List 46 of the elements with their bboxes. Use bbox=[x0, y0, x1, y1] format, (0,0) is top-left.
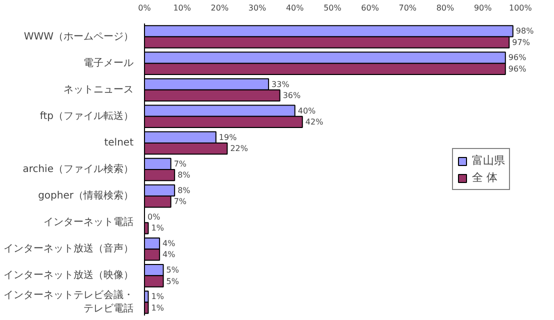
data-label: 42% bbox=[305, 117, 324, 126]
y-tick-label: インターネットテレビ会議・テレビ電話 bbox=[4, 289, 134, 314]
x-tick-label: 50% bbox=[324, 4, 342, 12]
data-label: 19% bbox=[218, 132, 238, 142]
legend-label: 全 体 bbox=[472, 170, 498, 185]
data-label: 33% bbox=[272, 80, 290, 89]
legend-label: 富山県 bbox=[472, 153, 505, 168]
x-tick-label: 80% bbox=[436, 4, 455, 12]
data-label: 96% bbox=[508, 53, 527, 62]
data-label: 22% bbox=[230, 144, 248, 154]
data-label: 96% bbox=[508, 64, 527, 74]
data-label: 4% bbox=[162, 250, 176, 260]
x-tick-label: 0% bbox=[138, 4, 152, 12]
data-label: 36% bbox=[282, 90, 302, 100]
y-tick-label: インターネット放送（音声） bbox=[4, 242, 134, 255]
y-tick-label: telnet bbox=[104, 137, 134, 148]
data-label: 5% bbox=[166, 266, 180, 275]
x-tick-label: 70% bbox=[398, 4, 417, 12]
x-tick-label: 20% bbox=[210, 4, 229, 12]
data-label: 98% bbox=[516, 26, 534, 36]
data-label: 4% bbox=[162, 239, 176, 248]
y-tick-label: gopher（情報検索） bbox=[38, 190, 134, 202]
x-tick-label: 30% bbox=[248, 4, 267, 12]
y-tick-label: ネットニュース bbox=[64, 84, 134, 96]
data-label: 8% bbox=[178, 170, 191, 180]
x-tick-label: 100% bbox=[508, 4, 532, 12]
data-label: 5% bbox=[166, 276, 180, 286]
y-tick-label: インターネット放送（映像） bbox=[4, 269, 134, 282]
data-label: 40% bbox=[298, 106, 316, 116]
x-tick-label: 40% bbox=[286, 4, 304, 12]
data-label: 1% bbox=[151, 292, 164, 302]
x-tick-label: 10% bbox=[173, 4, 192, 12]
data-label: 0% bbox=[148, 212, 161, 222]
x-tick-label: 60% bbox=[361, 4, 380, 12]
data-label: 97% bbox=[512, 38, 530, 47]
y-tick-label: archie（ファイル検索） bbox=[22, 163, 134, 175]
y-tick-label: 電子メール bbox=[84, 58, 134, 69]
x-tick-label: 90% bbox=[474, 4, 492, 12]
data-label: 7% bbox=[174, 159, 187, 168]
data-label: 7% bbox=[174, 197, 187, 206]
y-tick-label: インターネット電話 bbox=[44, 216, 134, 228]
data-label: 1% bbox=[151, 224, 164, 233]
data-label: 1% bbox=[151, 303, 164, 312]
y-tick-label: ftp（ファイル転送） bbox=[40, 110, 134, 122]
y-tick-label: WWW（ホームページ） bbox=[24, 31, 134, 42]
data-label: 8% bbox=[178, 186, 191, 195]
